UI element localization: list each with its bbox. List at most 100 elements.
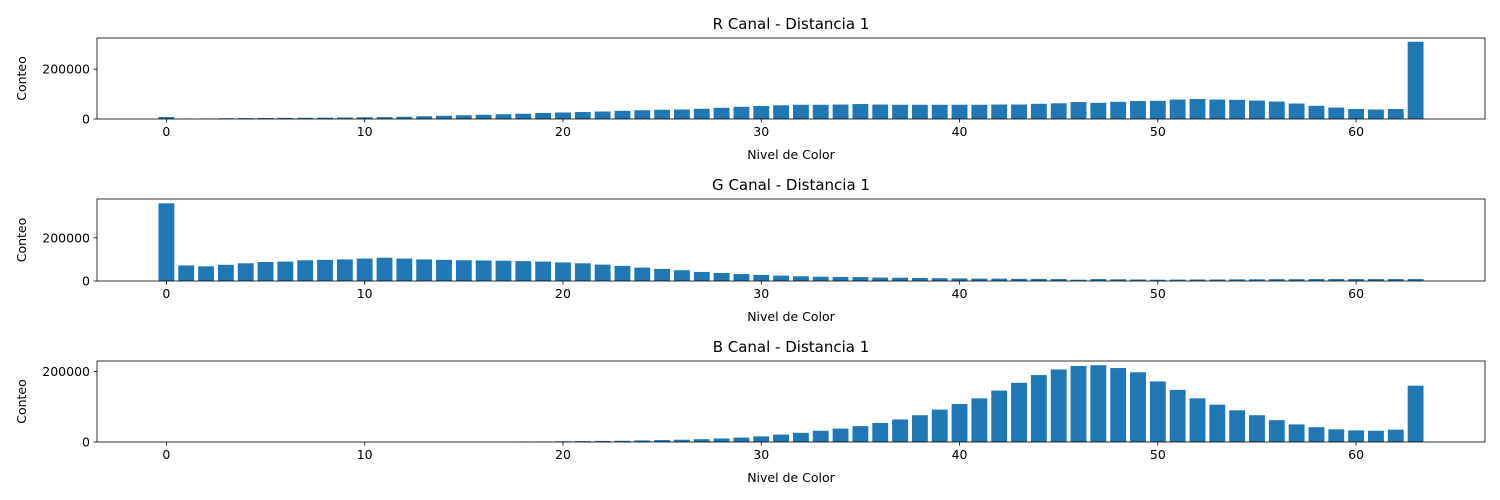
b-bar [1189,398,1206,442]
b-bar [574,441,591,442]
r-bar [1030,103,1047,119]
b-x-tick-label: 60 [1348,447,1364,462]
r-bar [773,105,790,119]
b-y-tick-label: 200000 [42,364,90,379]
r-bar [614,110,631,119]
b-x-tick-label: 50 [1150,447,1166,462]
g-y-tick-label: 0 [82,274,90,289]
g-bar [892,277,908,281]
b-bar [931,409,948,442]
g-x-axis-label: Nivel de Color [747,309,835,324]
r-bar [495,114,512,119]
b-bar [753,436,770,442]
r-x-tick-label: 60 [1348,124,1364,139]
b-chart-title: B Canal - Distancia 1 [713,338,870,356]
r-bar [713,107,730,119]
b-x-tick-label: 30 [753,447,769,462]
g-bar [217,264,234,281]
r-bar [1368,109,1384,119]
g-bar [198,266,214,281]
g-x-tick-label: 20 [555,286,571,301]
g-bar [931,278,948,281]
b-bar [1149,381,1166,442]
g-bar [852,277,869,281]
g-bar [951,278,968,281]
r-bar [257,118,274,119]
b-bar [1249,415,1265,442]
r-bar [277,117,294,119]
r-bar [1130,101,1146,119]
r-bar [1229,99,1246,119]
g-bar [991,278,1008,281]
r-chart-title: R Canal - Distancia 1 [713,15,870,33]
r-bar [872,104,889,119]
b-bar [911,415,928,442]
b-bar [812,430,829,442]
b-x-tick-label: 40 [952,447,968,462]
b-x-axis-label: Nivel de Color [747,470,835,485]
b-axes-frame [96,360,1486,443]
b-bar [1070,365,1087,442]
g-bar [555,262,571,281]
g-bar [1407,279,1424,281]
b-bar [1348,430,1365,442]
g-bar [356,258,373,281]
g-bar [158,203,175,281]
b-x-tick-label: 0 [162,447,170,462]
g-bar [178,265,195,281]
g-channel-chart: G Canal - Distancia 1 0 10 20 30 40 50 60 0 20000… [14,176,1486,324]
g-bar [1189,279,1206,281]
r-bar [436,115,452,119]
g-bar [1011,278,1027,281]
r-bar [1169,99,1186,119]
r-bar [1149,100,1166,119]
g-bar [277,261,294,281]
g-x-tick-label: 50 [1150,286,1166,301]
g-bar [733,274,750,281]
r-bar [535,113,552,119]
r-x-tick-label: 40 [952,124,968,139]
g-bar [1308,279,1325,281]
r-channel-chart: R Canal - Distancia 1 0 10 20 30 40 50 60 0 20000… [14,15,1486,162]
g-bar [1169,279,1186,281]
g-bar [1348,279,1365,281]
g-x-tick-label: 60 [1348,286,1364,301]
r-bar [1249,100,1265,119]
g-bar [297,260,314,281]
r-bar [733,106,750,119]
g-bar [1288,279,1305,281]
g-bar [574,263,591,281]
r-bar [792,104,809,119]
b-bar [1288,424,1305,442]
g-bar [1050,279,1067,281]
r-bar [376,117,393,119]
b-y-axis-label: Conteo [14,379,29,424]
g-bar [317,259,333,281]
r-bar [911,104,928,119]
b-bar [1368,430,1384,442]
r-bar [1288,103,1305,119]
g-x-tick-label: 40 [952,286,968,301]
g-bar [1070,279,1087,281]
g-bar [1387,279,1404,281]
g-bar [1268,279,1285,281]
b-y-tick-label: 0 [82,435,90,450]
g-bar [475,260,492,281]
b-bar [1308,427,1325,442]
r-bar [674,109,690,119]
b-bar [971,398,988,442]
g-y-axis-label: Conteo [14,218,29,263]
r-x-tick-label: 10 [357,124,373,139]
r-bar [1407,41,1424,119]
g-bar [693,271,710,281]
r-bar [832,104,849,119]
r-bar [594,111,611,119]
r-bar [237,118,254,119]
b-bar [872,422,889,442]
b-bar [1209,404,1226,442]
r-bar [991,104,1008,119]
g-bar [792,276,809,281]
b-bar [773,434,790,442]
g-bar [1149,279,1166,281]
